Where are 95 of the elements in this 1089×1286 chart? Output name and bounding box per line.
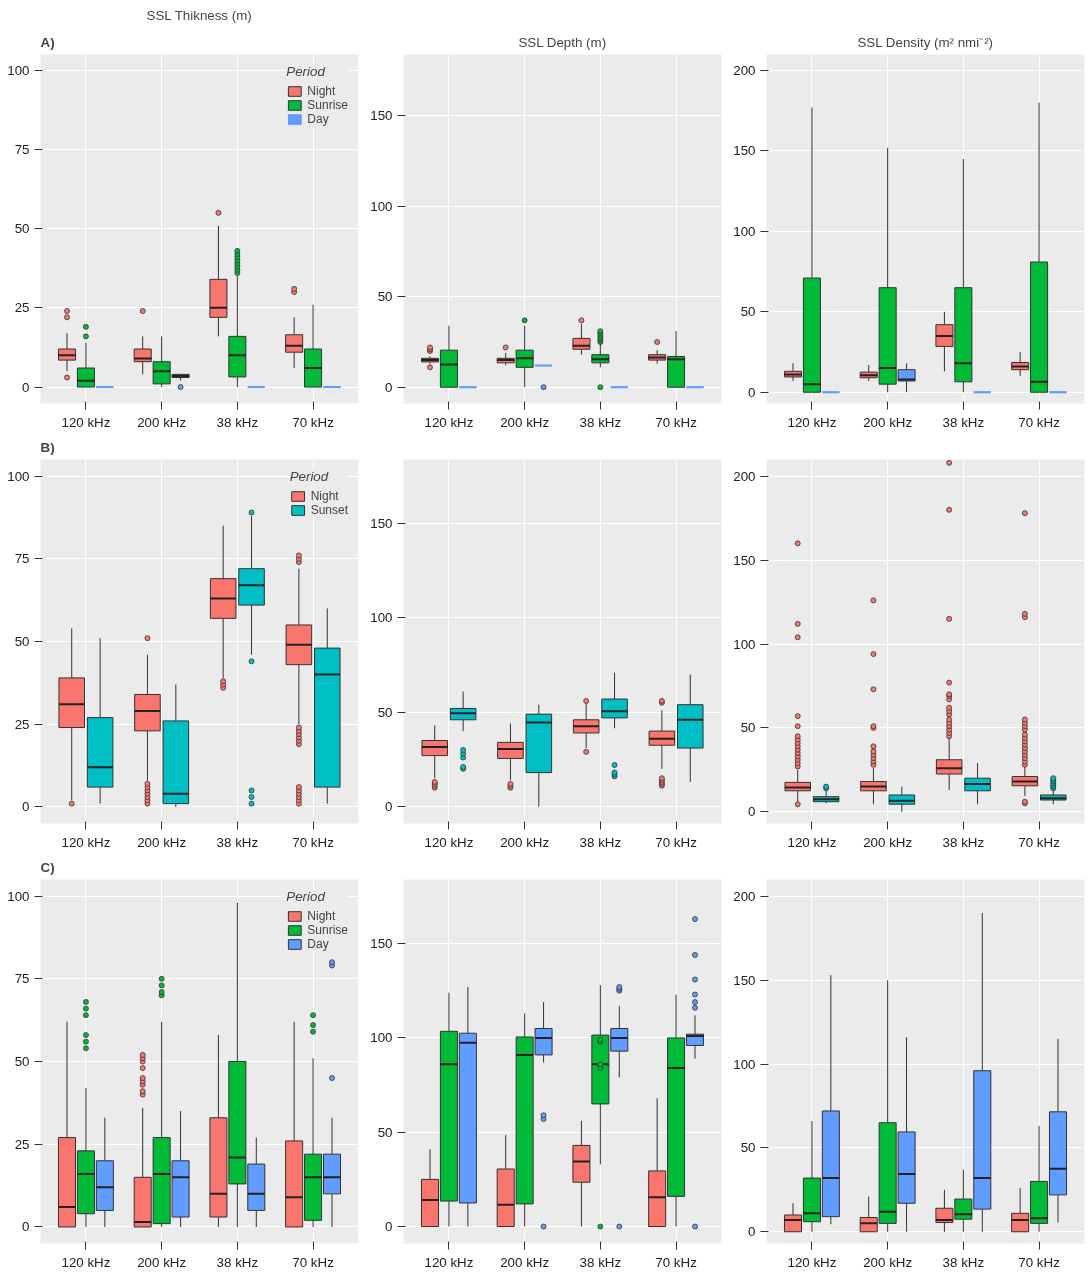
x-tick-label: 38 kHz — [942, 834, 985, 850]
x-tick-label: 38 kHz — [216, 414, 259, 430]
x-tick-label: 70 kHz — [655, 414, 697, 430]
x-tick-label: 70 kHz — [292, 414, 334, 430]
y-tick-label: 0 — [748, 804, 756, 820]
x-tick-label: 200 kHz — [863, 1254, 913, 1270]
chart-title: SSL Thikness (m) — [146, 7, 252, 23]
y-tick-label: 100 — [370, 198, 393, 214]
y-tick-label: 150 — [370, 516, 393, 532]
legend-label: Night — [307, 84, 336, 98]
y-tick-label: 100 — [7, 468, 30, 484]
x-tick-label: 70 kHz — [1018, 1254, 1060, 1270]
y-tick-label: 0 — [385, 799, 393, 815]
x-tick-label: 200 kHz — [863, 414, 913, 430]
y-tick-label: 25 — [14, 300, 30, 316]
x-tick-label: 70 kHz — [1018, 414, 1060, 430]
x-tick-label: 70 kHz — [1018, 834, 1060, 850]
y-tick-label: 50 — [14, 1054, 30, 1069]
y-tick-label: 0 — [385, 379, 393, 395]
x-tick-label: 38 kHz — [216, 834, 259, 850]
x-tick-label: 200 kHz — [863, 834, 913, 850]
y-tick-label: 100 — [733, 223, 756, 239]
text: B) — [40, 439, 55, 455]
y-tick-label: 50 — [740, 304, 756, 320]
y-tick-label: 0 — [22, 799, 30, 815]
chart-title: SSL Density (m² nmi⁻²) — [857, 34, 994, 50]
x-tick-label: 120 kHz — [61, 1254, 111, 1270]
x-tick-label: 120 kHz — [61, 834, 111, 850]
x-tick-label: 200 kHz — [500, 1254, 550, 1270]
x-tick-label: 38 kHz — [216, 1254, 259, 1270]
y-tick-label: 100 — [370, 1030, 393, 1046]
y-tick-label: 25 — [14, 1136, 30, 1152]
y-tick-label: 100 — [7, 888, 30, 904]
x-tick-label: 120 kHz — [424, 414, 474, 430]
y-tick-label: 50 — [377, 1124, 393, 1140]
y-tick-label: 75 — [14, 551, 30, 567]
x-tick-label: 38 kHz — [942, 414, 985, 430]
y-tick-label: 100 — [733, 636, 756, 652]
text: A) — [40, 34, 55, 50]
y-tick-label: 200 — [733, 888, 756, 904]
x-tick-label: 200 kHz — [137, 834, 187, 850]
x-tick-label: 200 kHz — [137, 1254, 187, 1270]
x-tick-label: 120 kHz — [787, 834, 837, 850]
y-tick-label: 100 — [370, 610, 393, 626]
y-tick-label: 0 — [748, 1224, 756, 1240]
legend-label: Day — [307, 112, 329, 126]
x-tick-label: 200 kHz — [137, 414, 187, 430]
y-tick-label: 150 — [370, 936, 393, 952]
x-tick-label: 200 kHz — [500, 414, 550, 430]
y-tick-label: 50 — [377, 704, 393, 720]
y-tick-label: 50 — [740, 1140, 756, 1156]
x-tick-label: 70 kHz — [292, 1254, 334, 1270]
legend-label: Sunrise — [307, 98, 348, 112]
y-tick-label: 150 — [733, 143, 756, 159]
x-tick-label: 38 kHz — [579, 414, 622, 430]
x-tick-label: 38 kHz — [942, 1254, 985, 1270]
legend-label: Sunrise — [307, 923, 348, 937]
y-tick-label: 50 — [740, 720, 756, 736]
y-tick-label: 150 — [733, 972, 756, 988]
x-tick-label: 120 kHz — [787, 1254, 837, 1270]
legend-title: Period — [286, 64, 327, 79]
x-tick-label: 38 kHz — [579, 834, 622, 850]
y-tick-label: 50 — [14, 221, 30, 237]
y-tick-label: 0 — [22, 379, 30, 395]
legend-label: Sunset — [310, 503, 348, 517]
x-tick-label: 120 kHz — [787, 414, 837, 430]
x-tick-label: 38 kHz — [579, 1254, 622, 1270]
y-tick-label: 150 — [370, 108, 393, 124]
y-tick-label: 100 — [733, 1056, 756, 1072]
legend-label: Night — [307, 909, 336, 923]
legend-label: Day — [307, 937, 329, 951]
x-tick-label: 70 kHz — [292, 834, 334, 850]
text: C) — [40, 859, 55, 875]
y-tick-label: 200 — [733, 468, 756, 484]
y-tick-label: 0 — [22, 1219, 30, 1235]
legend-title: Period — [286, 889, 327, 904]
x-tick-label: 70 kHz — [655, 834, 697, 850]
x-tick-label: 120 kHz — [424, 834, 474, 850]
y-tick-label: 100 — [7, 62, 30, 78]
legend-title: Period — [289, 469, 330, 484]
x-tick-label: 70 kHz — [655, 1254, 697, 1270]
x-tick-label: 200 kHz — [500, 834, 550, 850]
chart-title: SSL Depth (m) — [518, 34, 607, 50]
y-tick-label: 200 — [733, 63, 756, 79]
y-tick-label: 50 — [377, 289, 393, 305]
y-tick-label: 75 — [14, 142, 30, 158]
y-tick-label: 150 — [733, 552, 756, 568]
y-tick-label: 0 — [748, 384, 756, 400]
x-tick-label: 120 kHz — [61, 414, 111, 430]
y-tick-label: 0 — [385, 1219, 393, 1235]
x-tick-label: 120 kHz — [424, 1254, 474, 1270]
y-tick-label: 75 — [14, 971, 30, 987]
legend-label: Night — [310, 489, 339, 503]
y-tick-label: 50 — [14, 634, 30, 649]
y-tick-label: 25 — [14, 716, 30, 732]
